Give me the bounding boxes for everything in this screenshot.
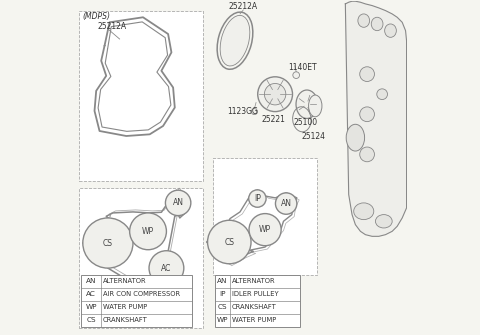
Circle shape xyxy=(130,213,167,250)
Ellipse shape xyxy=(220,15,250,66)
Circle shape xyxy=(276,193,297,214)
Circle shape xyxy=(293,72,300,78)
Bar xyxy=(80,188,203,328)
Text: IDLER PULLEY: IDLER PULLEY xyxy=(232,291,278,297)
Circle shape xyxy=(252,109,257,115)
Text: AC: AC xyxy=(161,264,172,273)
Circle shape xyxy=(264,83,286,105)
Bar xyxy=(215,275,300,327)
Text: WP: WP xyxy=(142,227,154,236)
Circle shape xyxy=(83,218,133,268)
Text: AIR CON COMPRESSOR: AIR CON COMPRESSOR xyxy=(103,291,180,297)
Text: CRANKSHAFT: CRANKSHAFT xyxy=(232,304,276,310)
Circle shape xyxy=(149,251,184,285)
Text: 25100: 25100 xyxy=(293,118,318,127)
Circle shape xyxy=(207,220,251,264)
Text: 1123GG: 1123GG xyxy=(228,107,258,116)
Circle shape xyxy=(249,214,281,246)
Bar xyxy=(213,158,317,275)
Text: WATER PUMP: WATER PUMP xyxy=(103,304,147,310)
Text: ALTERNATOR: ALTERNATOR xyxy=(103,278,146,284)
Circle shape xyxy=(360,147,374,162)
Text: 25124: 25124 xyxy=(302,132,326,141)
Ellipse shape xyxy=(358,14,370,27)
Text: CS: CS xyxy=(224,238,234,247)
Text: (MDPS): (MDPS) xyxy=(83,12,111,21)
Text: ALTERNATOR: ALTERNATOR xyxy=(232,278,276,284)
Circle shape xyxy=(377,89,387,99)
Polygon shape xyxy=(345,1,407,236)
Text: AC: AC xyxy=(86,291,96,297)
Ellipse shape xyxy=(375,215,392,228)
Circle shape xyxy=(360,67,374,81)
Text: 25212A: 25212A xyxy=(229,2,258,11)
Ellipse shape xyxy=(371,17,383,30)
Ellipse shape xyxy=(346,124,365,151)
Text: CRANKSHAFT: CRANKSHAFT xyxy=(103,317,147,323)
Text: AN: AN xyxy=(281,199,292,208)
Bar xyxy=(81,275,192,327)
Text: WATER PUMP: WATER PUMP xyxy=(232,317,276,323)
Text: CS: CS xyxy=(218,304,228,310)
Ellipse shape xyxy=(354,203,374,220)
Text: WP: WP xyxy=(259,225,271,234)
Text: IP: IP xyxy=(219,291,226,297)
Circle shape xyxy=(249,190,266,207)
Ellipse shape xyxy=(384,24,396,37)
Circle shape xyxy=(258,77,292,112)
Text: CS: CS xyxy=(103,239,113,248)
Bar xyxy=(80,11,203,181)
Text: IP: IP xyxy=(254,194,261,203)
Ellipse shape xyxy=(296,90,318,119)
Text: CS: CS xyxy=(86,317,96,323)
Text: 25221: 25221 xyxy=(262,115,286,124)
Text: WP: WP xyxy=(85,304,97,310)
Circle shape xyxy=(166,190,191,216)
Text: AN: AN xyxy=(86,278,96,284)
Circle shape xyxy=(360,107,374,122)
Text: 1140ET: 1140ET xyxy=(288,63,317,72)
Ellipse shape xyxy=(309,95,322,117)
Text: AN: AN xyxy=(173,198,184,207)
Text: AN: AN xyxy=(217,278,228,284)
Text: WP: WP xyxy=(217,317,228,323)
Text: 25212A: 25212A xyxy=(98,22,127,31)
